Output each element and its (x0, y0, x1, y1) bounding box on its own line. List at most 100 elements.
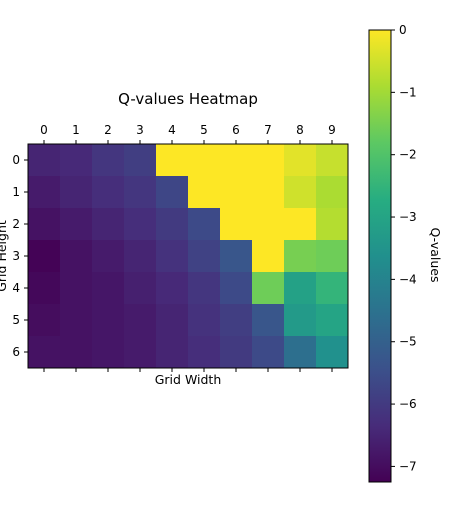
heatmap-cell (188, 336, 221, 369)
heatmap-cell (316, 208, 349, 241)
heatmap-cell (156, 272, 189, 305)
colorbar-tick-label: −6 (399, 397, 417, 411)
y-tick-label: 2 (12, 217, 20, 231)
colorbar: 0 −1 −2 −3 −4 −5 −6 −7 (368, 23, 417, 483)
heatmap-cell (284, 240, 317, 273)
heatmap-cell (284, 176, 317, 209)
x-tick-label: 6 (232, 123, 240, 137)
heatmap-cell (156, 208, 189, 241)
heatmap-cell (252, 144, 285, 177)
heatmap-cell (92, 208, 125, 241)
y-tick-label: 6 (12, 345, 20, 359)
heatmap-cell (316, 304, 349, 337)
x-tick-label: 4 (168, 123, 176, 137)
x-tick-label: 9 (328, 123, 336, 137)
heatmap-cell (92, 240, 125, 273)
heatmap-cell (220, 208, 253, 241)
heatmap-cell (156, 176, 189, 209)
heatmap-cell (28, 240, 61, 273)
heatmap-cell (156, 304, 189, 337)
colorbar-tick-label: −4 (399, 272, 417, 286)
heatmap-cell (156, 240, 189, 273)
heatmap-cell (316, 272, 349, 305)
colorbar-label: Q-values (428, 227, 443, 282)
heatmap-cell (188, 176, 221, 209)
colorbar-gradient (368, 29, 392, 483)
y-tick-label: 4 (12, 281, 20, 295)
heatmap-cell (124, 240, 157, 273)
chart-title: Q-values Heatmap (118, 90, 258, 108)
heatmap-cell (124, 208, 157, 241)
heatmap-cell (124, 272, 157, 305)
x-tick-label: 0 (40, 123, 48, 137)
x-tick-label: 7 (264, 123, 272, 137)
heatmap-cell (220, 144, 253, 177)
heatmap-cell (220, 240, 253, 273)
y-tick-label: 5 (12, 313, 20, 327)
heatmap-cell (60, 144, 93, 177)
colorbar-tick-label: 0 (399, 23, 407, 37)
x-ticks: 0 1 2 3 4 5 6 7 8 9 (40, 123, 336, 372)
heatmap-cell (28, 144, 61, 177)
heatmap-cell (252, 176, 285, 209)
heatmap-cell (60, 272, 93, 305)
heatmap-cell (316, 240, 349, 273)
heatmap-cell (252, 336, 285, 369)
y-tick-label: 3 (12, 249, 20, 263)
heatmap-cell (188, 272, 221, 305)
heatmap-cell (156, 336, 189, 369)
x-axis-label: Grid Width (155, 372, 222, 387)
y-tick-label: 0 (12, 153, 20, 167)
heatmap-cell (220, 336, 253, 369)
heatmap-cell (92, 304, 125, 337)
y-axis-label: Grid Height (0, 220, 9, 292)
heatmap-cells (28, 144, 349, 369)
heatmap-cell (60, 208, 93, 241)
heatmap-cell (124, 176, 157, 209)
heatmap-cell (28, 176, 61, 209)
heatmap-cell (284, 304, 317, 337)
heatmap-cell (316, 336, 349, 369)
heatmap-cell (284, 336, 317, 369)
heatmap-cell (124, 304, 157, 337)
colorbar-tick-label: −1 (399, 85, 417, 99)
heatmap-cell (220, 272, 253, 305)
heatmap-cell (156, 144, 189, 177)
heatmap-cell (284, 208, 317, 241)
heatmap-cell (316, 176, 349, 209)
colorbar-tick-label: −7 (399, 459, 417, 473)
heatmap-cell (60, 176, 93, 209)
heatmap-cell (92, 144, 125, 177)
heatmap-cell (124, 336, 157, 369)
heatmap-cell (92, 272, 125, 305)
heatmap-cell (60, 336, 93, 369)
heatmap-cell (284, 272, 317, 305)
heatmap-cell (60, 240, 93, 273)
heatmap-cell (28, 336, 61, 369)
heatmap-cell (188, 304, 221, 337)
heatmap-cell (28, 304, 61, 337)
x-tick-label: 8 (296, 123, 304, 137)
x-tick-label: 1 (72, 123, 80, 137)
heatmap-cell (220, 304, 253, 337)
heatmap-cell (188, 208, 221, 241)
y-tick-label: 1 (12, 185, 20, 199)
heatmap-cell (252, 240, 285, 273)
heatmap-cell (252, 208, 285, 241)
heatmap-cell (92, 336, 125, 369)
heatmap-cell (220, 176, 253, 209)
y-ticks: 0 1 2 3 4 5 6 (12, 153, 28, 359)
x-tick-label: 2 (104, 123, 112, 137)
heatmap-cell (188, 144, 221, 177)
heatmap-cell (92, 176, 125, 209)
heatmap-cell (28, 272, 61, 305)
colorbar-tick-label: −2 (399, 148, 417, 162)
heatmap-cell (60, 304, 93, 337)
heatmap-cell (284, 144, 317, 177)
x-tick-label: 3 (136, 123, 144, 137)
heatmap-cell (316, 144, 349, 177)
heatmap-cell (252, 272, 285, 305)
heatmap-cell (188, 240, 221, 273)
heatmap-cell (124, 144, 157, 177)
